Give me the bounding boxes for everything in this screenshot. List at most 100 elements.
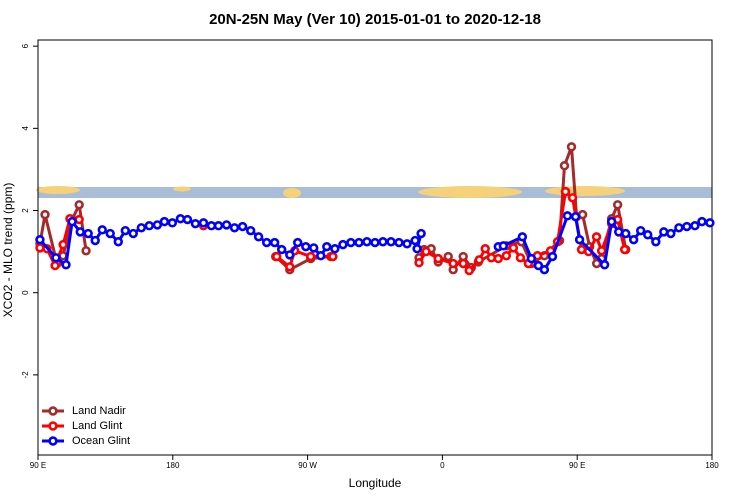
y-axis-label: XCO2 - MLO trend (ppm) bbox=[1, 183, 15, 318]
data-point bbox=[354, 237, 364, 248]
data-point bbox=[90, 235, 100, 246]
data-point bbox=[386, 237, 396, 247]
data-point bbox=[159, 216, 170, 227]
data-point bbox=[705, 218, 715, 228]
chart-title: 20N-25N May (Ver 10) 2015-01-01 to 2020-… bbox=[209, 11, 541, 28]
data-point bbox=[464, 265, 474, 276]
data-point bbox=[245, 225, 256, 236]
y-tick-label: 4 bbox=[21, 126, 30, 131]
data-point bbox=[306, 251, 316, 262]
y-tick-label: 6 bbox=[21, 43, 30, 48]
data-point bbox=[40, 209, 50, 220]
data-point bbox=[253, 232, 264, 242]
data-point bbox=[167, 218, 178, 228]
legend-label: Ocean Glint bbox=[72, 435, 130, 447]
data-point bbox=[526, 253, 537, 264]
data-point bbox=[75, 227, 85, 237]
data-point bbox=[517, 232, 528, 242]
y-tick-label: 2 bbox=[21, 208, 30, 213]
legend-label: Land Glint bbox=[72, 420, 122, 432]
data-point bbox=[643, 230, 653, 240]
data-point bbox=[559, 161, 570, 171]
plot-frame bbox=[37, 39, 713, 456]
data-point bbox=[599, 260, 610, 270]
data-point bbox=[276, 244, 287, 255]
data-point bbox=[402, 239, 412, 249]
data-point bbox=[501, 251, 512, 261]
data-point bbox=[659, 227, 669, 237]
data-point bbox=[81, 246, 91, 256]
data-point bbox=[221, 220, 232, 230]
x-axis-label: Longitude bbox=[349, 476, 402, 490]
data-point bbox=[566, 142, 577, 152]
data-point bbox=[612, 200, 623, 210]
data-point bbox=[433, 253, 443, 264]
x-tick-label: 180 bbox=[705, 461, 719, 470]
data-point bbox=[35, 234, 45, 245]
data-point bbox=[338, 239, 348, 250]
data-point bbox=[606, 216, 617, 227]
data-point bbox=[619, 244, 630, 255]
legend-label: Land Nadir bbox=[72, 405, 126, 417]
data-point bbox=[651, 237, 661, 247]
data-point bbox=[448, 258, 458, 269]
data-point bbox=[515, 253, 526, 263]
data-point bbox=[237, 221, 248, 232]
data-point bbox=[666, 228, 676, 239]
x-tick-label: 0 bbox=[440, 461, 445, 470]
data-point bbox=[330, 244, 340, 254]
data-point bbox=[58, 239, 68, 250]
data-point bbox=[61, 260, 71, 270]
data-point bbox=[410, 235, 420, 246]
x-tick-label: 180 bbox=[166, 461, 180, 470]
data-point bbox=[293, 237, 303, 248]
data-point bbox=[316, 251, 326, 261]
data-point bbox=[262, 237, 272, 248]
data-point bbox=[51, 253, 61, 263]
data-point bbox=[182, 214, 193, 225]
data-point bbox=[67, 216, 77, 227]
data-point bbox=[416, 228, 426, 239]
data-point bbox=[591, 232, 602, 242]
legend-marker bbox=[48, 436, 58, 446]
data-point bbox=[198, 218, 209, 228]
x-tick-label: 90 E bbox=[569, 461, 585, 470]
data-point bbox=[570, 211, 581, 222]
data-point bbox=[152, 220, 163, 230]
data-point bbox=[105, 228, 115, 239]
y-tick-label: 0 bbox=[21, 290, 30, 295]
data-point bbox=[697, 216, 707, 227]
data-point bbox=[285, 262, 295, 272]
data-point bbox=[378, 237, 388, 247]
data-point bbox=[562, 211, 573, 221]
data-point bbox=[508, 243, 519, 253]
data-point bbox=[474, 255, 484, 265]
data-point bbox=[346, 237, 356, 248]
data-point bbox=[613, 227, 624, 237]
data-point bbox=[309, 243, 319, 253]
data-point bbox=[328, 251, 338, 262]
data-point bbox=[628, 234, 639, 245]
data-point bbox=[498, 241, 509, 251]
data-point bbox=[539, 264, 550, 275]
data-point bbox=[394, 237, 404, 248]
data-point bbox=[412, 244, 422, 254]
data-point bbox=[128, 228, 138, 239]
data-point bbox=[362, 237, 372, 247]
data-point bbox=[144, 221, 154, 231]
data-point bbox=[690, 221, 700, 231]
data-point bbox=[458, 258, 468, 269]
data-point bbox=[421, 246, 431, 257]
x-tick-label: 90 W bbox=[298, 461, 317, 470]
data-point bbox=[190, 218, 201, 229]
x-tick-label: 90 E bbox=[30, 461, 46, 470]
data-point bbox=[35, 243, 45, 253]
data-point bbox=[370, 237, 380, 248]
data-point bbox=[301, 241, 311, 252]
map-strip bbox=[36, 186, 712, 198]
data-point bbox=[596, 246, 607, 256]
data-point bbox=[285, 250, 295, 260]
data-point bbox=[269, 237, 280, 248]
data-point bbox=[74, 200, 84, 210]
